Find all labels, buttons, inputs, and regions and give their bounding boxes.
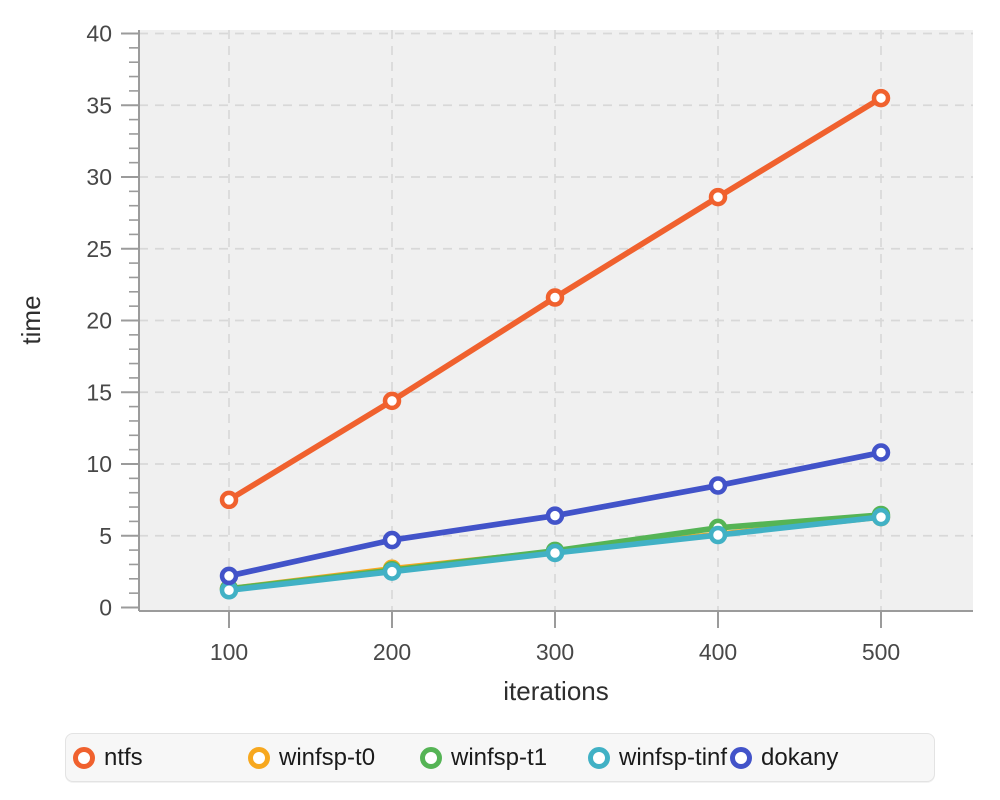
legend: ntfs winfsp-t0 winfsp-t1 winfsp-tinf dokany xyxy=(65,733,935,782)
legend-marker-icon xyxy=(730,746,752,769)
y-tick-label: 40 xyxy=(86,21,112,47)
data-point-dokany xyxy=(382,530,402,550)
x-tick-label: 300 xyxy=(536,639,574,665)
legend-marker-icon xyxy=(588,746,610,769)
data-point-winfsp-tinf xyxy=(545,543,565,563)
legend-item-dokany[interactable]: dokany xyxy=(730,734,838,781)
data-point-ntfs xyxy=(871,88,891,108)
y-tick-label: 10 xyxy=(86,451,112,477)
legend-item-winfsp-tinf[interactable]: winfsp-tinf xyxy=(588,734,727,781)
data-point-ntfs xyxy=(545,288,565,307)
y-axis-title: time xyxy=(16,295,46,344)
legend-item-winfsp-t0[interactable]: winfsp-t0 xyxy=(248,734,375,781)
legend-label: dokany xyxy=(761,743,839,771)
data-point-dokany xyxy=(545,506,565,525)
data-point-winfsp-tinf xyxy=(219,581,239,600)
legend-marker-icon xyxy=(420,746,442,769)
data-point-winfsp-tinf xyxy=(382,562,402,581)
data-point-dokany xyxy=(708,476,728,495)
y-tick-label: 25 xyxy=(86,236,112,262)
data-point-dokany xyxy=(219,566,239,586)
data-point-dokany xyxy=(871,443,891,462)
legend-label: winfsp-t1 xyxy=(451,743,548,771)
data-point-ntfs xyxy=(382,391,402,411)
y-tick-label: 5 xyxy=(99,523,112,549)
line-chart: 0 5 10 15 20 25 30 35 40 100 200 300 400 500 iteration… xyxy=(16,21,973,706)
data-point-winfsp-tinf xyxy=(708,525,728,545)
x-axis-title: iterations xyxy=(503,676,609,706)
data-point-ntfs xyxy=(708,187,728,207)
legend-label: winfsp-tinf xyxy=(619,743,728,771)
x-tick-label: 100 xyxy=(210,639,248,665)
y-tick-label: 30 xyxy=(86,164,112,190)
legend-item-winfsp-t1[interactable]: winfsp-t1 xyxy=(420,734,547,781)
x-tick-label: 200 xyxy=(373,639,411,665)
legend-item-ntfs[interactable]: ntfs xyxy=(73,734,143,781)
legend-label: winfsp-t0 xyxy=(279,743,376,771)
y-tick-label: 35 xyxy=(86,92,112,118)
legend-marker-icon xyxy=(248,746,270,769)
data-point-winfsp-tinf xyxy=(871,507,891,527)
x-tick-label: 400 xyxy=(699,639,737,665)
y-tick-label: 20 xyxy=(86,308,112,334)
y-tick-label: 15 xyxy=(86,379,112,405)
x-tick-label: 500 xyxy=(862,639,900,665)
legend-label: ntfs xyxy=(104,743,143,771)
legend-marker-icon xyxy=(73,746,95,769)
data-point-ntfs xyxy=(219,490,239,510)
y-tick-label: 0 xyxy=(99,595,112,621)
